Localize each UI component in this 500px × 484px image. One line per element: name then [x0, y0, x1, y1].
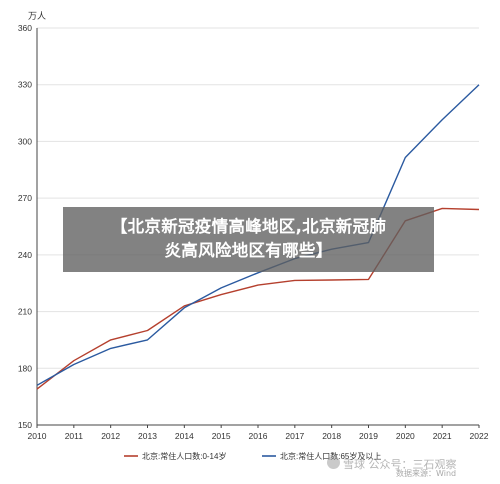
x-tick-label: 2015 — [212, 431, 231, 441]
x-tick-label: 2019 — [359, 431, 378, 441]
axes: 150 180 210 240 270 300 330 360 2010 2011 2012 2013… — [18, 23, 489, 441]
x-tick-label: 2022 — [470, 431, 489, 441]
y-tick-label: 270 — [18, 193, 32, 203]
y-tick-label: 240 — [18, 250, 32, 260]
y-tick-label: 180 — [18, 363, 32, 373]
watermark-text: 雪球 公众号：三石观察 — [343, 458, 457, 471]
y-unit-label: 万人 — [28, 11, 46, 21]
y-tick-label: 210 — [18, 307, 32, 317]
x-tick-label: 2017 — [285, 431, 304, 441]
x-tick-label: 2010 — [28, 431, 47, 441]
x-tick-label: 2021 — [433, 431, 452, 441]
series-line-2 — [36, 84, 480, 386]
y-tick-label: 300 — [18, 136, 32, 146]
legend-label-1: 北京:常住人口数:0-14岁 — [142, 451, 226, 461]
y-tick-label: 360 — [18, 23, 32, 33]
x-tick-label: 2013 — [138, 431, 157, 441]
y-tick-label: 330 — [18, 80, 32, 90]
x-tick-label: 2011 — [65, 431, 84, 441]
x-tick-label: 2020 — [396, 431, 415, 441]
x-tick-label: 2014 — [175, 431, 194, 441]
x-tick-label: 2016 — [249, 431, 268, 441]
watermark-logo-icon — [327, 456, 340, 469]
x-tick-label: 2018 — [322, 431, 341, 441]
data-source-note: 数据来源：Wind — [396, 469, 457, 478]
headline-line-2: 炎高风险地区有哪些】 — [164, 241, 333, 260]
headline-banner: 【北京新冠疫情高峰地区,北京新冠肺 炎高风险地区有哪些】 — [63, 207, 434, 272]
headline-line-1: 【北京新冠疫情高峰地区,北京新冠肺 — [110, 217, 387, 236]
x-tick-label: 2012 — [101, 431, 120, 441]
y-tick-label: 150 — [18, 420, 32, 430]
